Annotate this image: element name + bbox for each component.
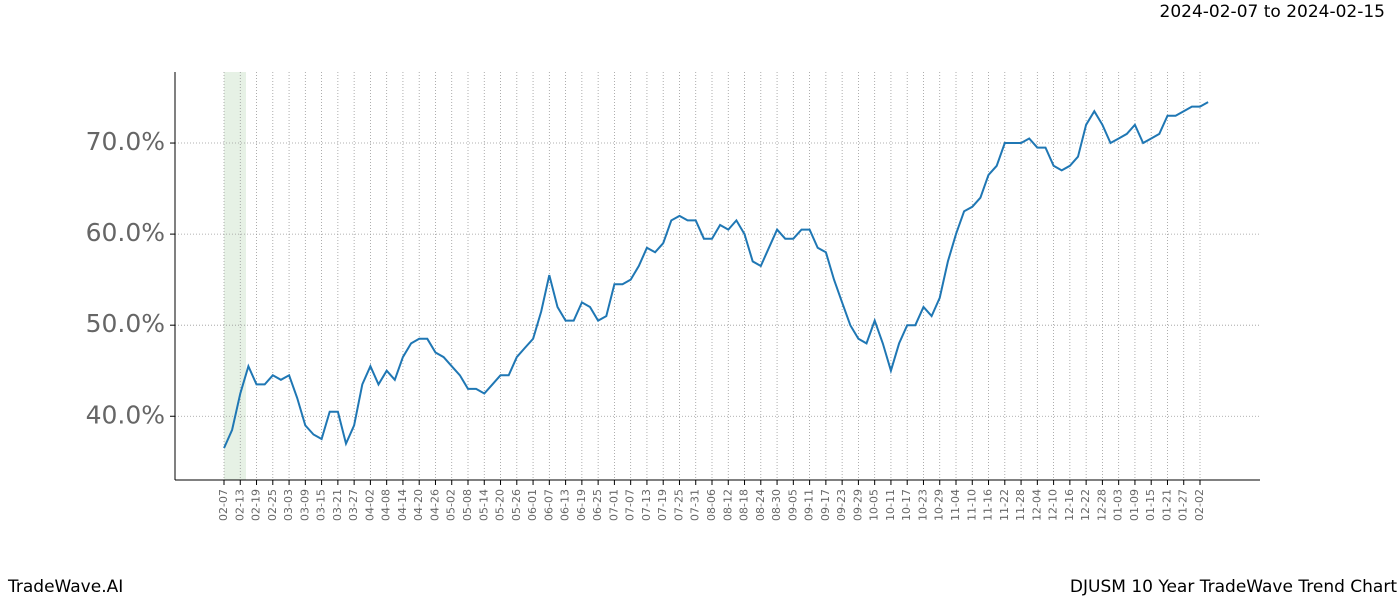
x-tick-label: 08-12 [721, 489, 734, 521]
x-tick-label: 05-20 [494, 489, 507, 521]
x-tick-label: 08-06 [705, 489, 718, 521]
x-tick-label: 01-03 [1112, 489, 1125, 521]
x-tick-label: 09-29 [851, 489, 864, 521]
x-tick-label: 09-17 [819, 489, 832, 521]
x-tick-label: 12-16 [1063, 489, 1076, 521]
x-tick-label: 07-07 [624, 489, 637, 521]
x-tick-label: 06-13 [559, 489, 572, 521]
x-tick-label: 01-27 [1177, 489, 1190, 521]
y-tick-label: 50.0% [86, 309, 165, 338]
x-tick-label: 06-25 [591, 489, 604, 521]
x-tick-label: 11-22 [998, 489, 1011, 521]
x-tick-label: 04-20 [412, 489, 425, 521]
x-tick-label: 02-19 [250, 489, 263, 521]
x-tick-label: 04-02 [363, 489, 376, 521]
x-tick-label: 07-19 [656, 489, 669, 521]
x-tick-label: 08-30 [770, 489, 783, 521]
x-tick-label: 12-28 [1095, 489, 1108, 521]
x-tick-label: 05-26 [510, 489, 523, 521]
x-tick-label: 09-05 [786, 489, 799, 521]
x-tick-label: 02-13 [233, 489, 246, 521]
x-tick-label: 09-11 [803, 489, 816, 521]
x-tick-label: 11-28 [1014, 489, 1027, 521]
x-tick-label: 08-18 [738, 489, 751, 521]
chart-subtitle: 2024-02-07 to 2024-02-15 [1160, 2, 1385, 22]
x-tick-label: 02-02 [1193, 489, 1206, 521]
x-tick-label: 03-09 [298, 489, 311, 521]
x-tick-label: 03-27 [347, 489, 360, 521]
x-tick-label: 01-21 [1160, 489, 1173, 521]
x-tick-label: 07-25 [672, 489, 685, 521]
x-tick-label: 02-07 [217, 489, 230, 521]
x-tick-label: 03-15 [315, 489, 328, 521]
x-tick-label: 07-01 [607, 489, 620, 521]
x-tick-label: 10-11 [884, 489, 897, 521]
x-tick-label: 10-29 [933, 489, 946, 521]
x-tick-label: 06-07 [542, 489, 555, 521]
x-tick-label: 05-14 [477, 489, 490, 521]
x-tick-label: 05-08 [461, 489, 474, 521]
x-tick-label: 07-13 [640, 489, 653, 521]
x-tick-label: 12-04 [1030, 489, 1043, 521]
x-tick-label: 04-26 [428, 489, 441, 521]
y-tick-label: 40.0% [86, 400, 165, 429]
x-tick-label: 03-21 [331, 489, 344, 521]
x-tick-label: 01-15 [1144, 489, 1157, 521]
x-tick-label: 12-10 [1047, 489, 1060, 521]
x-tick-label: 10-05 [868, 489, 881, 521]
trend-line [223, 101, 1209, 449]
x-tick-label: 11-16 [982, 489, 995, 521]
x-tick-label: 06-01 [526, 489, 539, 521]
x-tick-label: 11-10 [965, 489, 978, 521]
x-tick-label: 01-09 [1128, 489, 1141, 521]
x-tick-label: 10-17 [900, 489, 913, 521]
x-tick-label: 10-23 [916, 489, 929, 521]
x-tick-label: 04-14 [396, 489, 409, 521]
x-tick-label: 12-22 [1079, 489, 1092, 521]
watermark: TradeWave.AI [7, 577, 123, 597]
chart-title: DJUSM 10 Year TradeWave Trend Chart [1070, 577, 1397, 597]
x-tick-label: 07-31 [689, 489, 702, 521]
x-tick-label: 05-02 [445, 489, 458, 521]
x-tick-label: 03-03 [282, 489, 295, 521]
x-tick-label: 06-19 [575, 489, 588, 521]
x-tick-label: 04-08 [380, 489, 393, 521]
x-tick-label: 02-25 [266, 489, 279, 521]
x-tick-label: 08-24 [754, 489, 767, 521]
y-tick-label: 60.0% [86, 218, 165, 247]
y-tick-label: 70.0% [86, 127, 165, 156]
x-tick-label: 09-23 [835, 489, 848, 521]
x-tick-label: 11-04 [949, 489, 962, 521]
